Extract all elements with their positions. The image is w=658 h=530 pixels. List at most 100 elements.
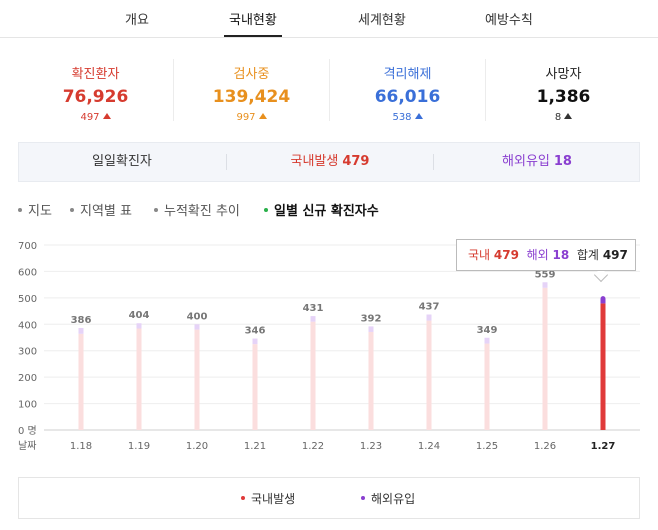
bar-domestic xyxy=(542,287,548,430)
stat-released: 격리해제 66,016 538 xyxy=(330,55,485,127)
y-tick-label: 700 xyxy=(18,241,37,252)
bar-overseas xyxy=(136,323,142,329)
chart-tooltip: 국내 479 해외 18 합계 497 xyxy=(456,239,636,271)
bullet-icon xyxy=(70,208,74,212)
daily-overseas: 해외유입 18 xyxy=(434,143,640,181)
x-axis-label: 날짜 xyxy=(18,440,36,452)
tooltip-overseas-label: 해외 xyxy=(526,248,549,262)
up-triangle-icon xyxy=(414,113,423,119)
bar-overseas xyxy=(542,282,548,288)
stat-delta-value: 538 xyxy=(392,112,412,123)
divider xyxy=(173,59,174,121)
view-label: 누적확진 추이 xyxy=(164,204,240,219)
tooltip-overseas-value: 18 xyxy=(552,248,570,262)
x-tick-label: 1.23 xyxy=(360,441,382,452)
bullet-icon xyxy=(154,208,158,212)
tooltip-domestic-value: 479 xyxy=(493,248,519,262)
bar-domestic xyxy=(194,329,200,430)
stat-delta-value: 497 xyxy=(80,112,100,123)
legend-dot-icon xyxy=(241,496,245,500)
legend-label: 해외유입 xyxy=(371,492,416,506)
stat-value: 139,424 xyxy=(212,87,291,107)
view-cumulative-trend[interactable]: 누적확진 추이 xyxy=(154,200,240,219)
bar-domestic xyxy=(78,333,84,430)
value-label: 349 xyxy=(477,325,498,336)
daily-confirmed-box: 일일확진자 국내발생 479 해외유입 18 xyxy=(18,142,640,182)
stat-value: 66,016 xyxy=(374,87,441,107)
x-tick-label: 1.26 xyxy=(534,441,556,452)
stat-delta: 538 xyxy=(330,112,485,123)
divider xyxy=(329,59,330,121)
bar-domestic xyxy=(600,303,606,430)
legend-domestic[interactable]: 국내발생 xyxy=(241,490,295,507)
bar-domestic xyxy=(136,328,142,430)
stat-label: 검사중 xyxy=(233,67,270,82)
daily-domestic-value: 479 xyxy=(342,154,370,169)
view-daily-new[interactable]: 일별 신규 확진자수 xyxy=(264,200,379,219)
stat-label: 확진환자 xyxy=(71,67,120,82)
legend-label: 국내발생 xyxy=(251,492,296,506)
bar-overseas xyxy=(78,327,84,334)
daily-overseas-value: 18 xyxy=(553,154,572,169)
legend-overseas[interactable]: 해외유입 xyxy=(361,490,415,507)
x-axis-ticks: 1.18 1.19 1.20 1.21 1.22 1.23 1.24 1.25 1.26 1.27… xyxy=(18,440,615,452)
daily-confirmed-label: 일일확진자 xyxy=(92,154,152,169)
chart-bars xyxy=(78,282,606,430)
chart-value-labels: 386 404 400 346 431 392 437 349 559 xyxy=(71,269,556,336)
tooltip-domestic-label: 국내 xyxy=(468,248,491,262)
bar-domestic xyxy=(368,331,374,430)
tab-bar: 개요 국내현황 세계현황 예방수칙 xyxy=(0,0,658,38)
bar-overseas xyxy=(368,326,374,332)
value-label: 386 xyxy=(71,315,92,326)
y-tick-label: 100 xyxy=(18,400,37,411)
bullet-icon xyxy=(18,208,22,212)
tab-world-status[interactable]: 세계현황 xyxy=(358,13,406,28)
divider xyxy=(226,154,227,170)
value-label: 559 xyxy=(535,269,556,280)
daily-overseas-label: 해외유입 xyxy=(502,154,550,169)
daily-domestic-label: 국내발생 xyxy=(290,154,339,169)
y-tick-label: 500 xyxy=(18,294,37,305)
y-tick-label: 0 명 xyxy=(18,425,37,437)
bar-overseas xyxy=(310,316,316,322)
view-label: 지도 xyxy=(28,204,52,219)
tab-prevention[interactable]: 예방수칙 xyxy=(485,13,533,28)
stat-testing: 검사중 139,424 997 xyxy=(174,55,329,127)
x-tick-label: 1.19 xyxy=(128,441,150,452)
bar-overseas xyxy=(484,337,490,344)
tab-overview[interactable]: 개요 xyxy=(125,13,149,28)
value-label: 392 xyxy=(361,313,382,324)
up-triangle-icon xyxy=(102,113,111,119)
tooltip-total-value: 497 xyxy=(602,248,628,262)
stat-label: 격리해제 xyxy=(383,67,432,82)
y-tick-label: 300 xyxy=(18,347,37,358)
up-triangle-icon xyxy=(258,113,267,119)
stat-value: 1,386 xyxy=(536,87,591,107)
x-tick-label: 1.20 xyxy=(186,441,208,452)
y-tick-label: 600 xyxy=(18,267,37,278)
view-map[interactable]: 지도 xyxy=(18,200,52,219)
value-label: 431 xyxy=(303,303,324,314)
tooltip-total-label: 합계 xyxy=(576,248,599,262)
stat-value: 76,926 xyxy=(62,87,129,107)
divider xyxy=(433,154,434,170)
x-tick-label: 1.25 xyxy=(476,441,498,452)
highlight-dot xyxy=(600,296,606,302)
view-label: 지역별 표 xyxy=(80,204,132,219)
x-tick-label: 1.27 xyxy=(591,441,616,452)
bullet-icon xyxy=(264,208,268,212)
stat-delta-value: 8 xyxy=(554,112,562,123)
bar-domestic xyxy=(252,344,258,430)
view-region-table[interactable]: 지역별 표 xyxy=(70,200,132,219)
daily-domestic: 국내발생 479 xyxy=(227,143,433,181)
x-tick-label: 1.22 xyxy=(302,441,324,452)
chart-legend: 국내발생 해외유입 xyxy=(18,477,640,519)
bar-domestic xyxy=(426,320,432,430)
x-tick-label: 1.18 xyxy=(70,441,92,452)
stat-delta: 8 xyxy=(486,112,641,123)
tab-domestic-status[interactable]: 국내현황 xyxy=(229,13,277,28)
active-tab-indicator xyxy=(224,35,282,37)
x-tick-label: 1.24 xyxy=(418,441,440,452)
stat-delta-value: 997 xyxy=(236,112,256,123)
divider xyxy=(485,59,486,121)
